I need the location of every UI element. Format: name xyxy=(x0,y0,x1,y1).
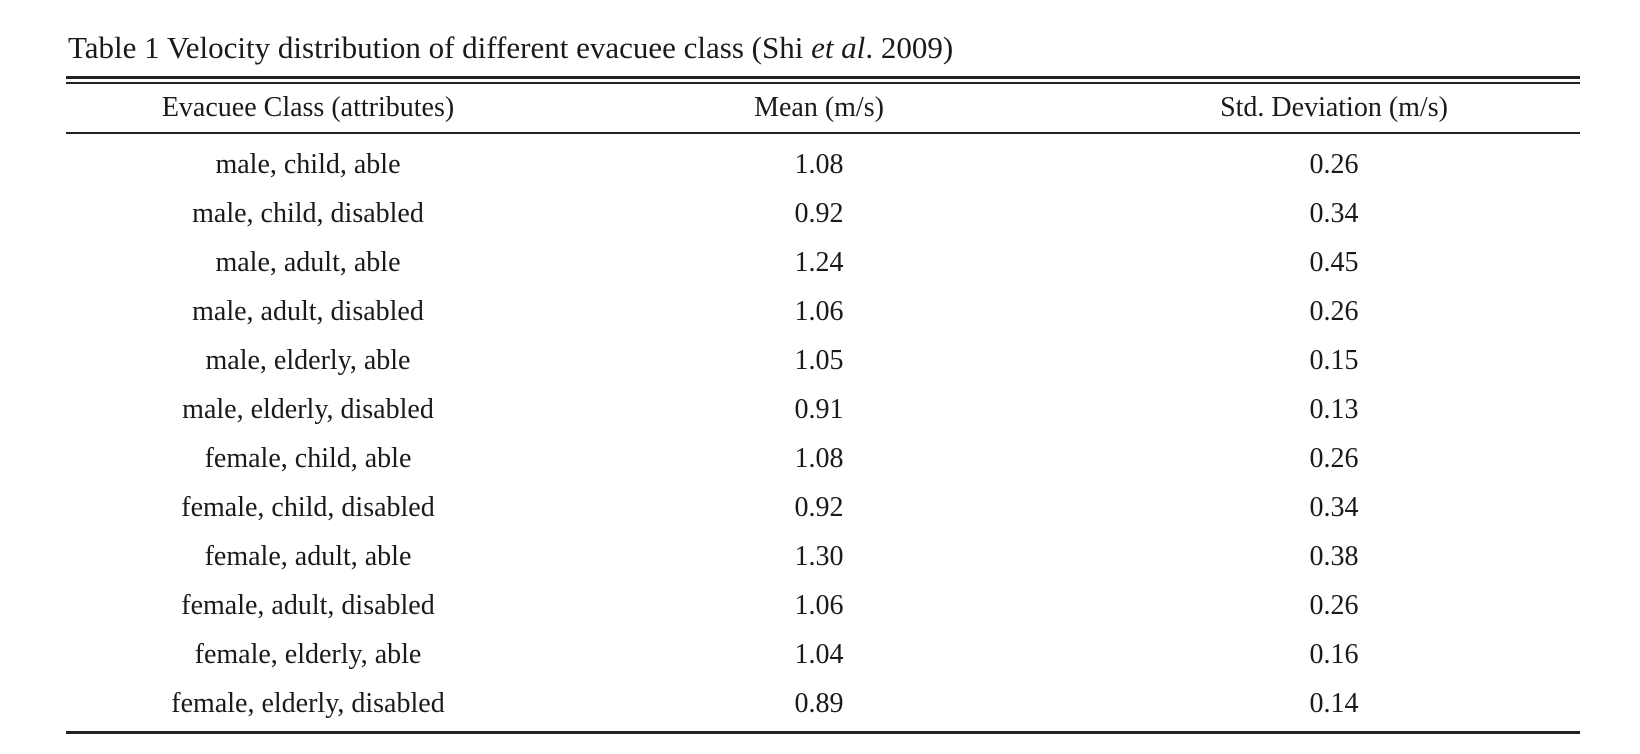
cell-evacuee-class: male, adult, able xyxy=(215,246,401,278)
cell-std-deviation: 0.16 xyxy=(1309,638,1359,670)
header-mean: Mean (m/s) xyxy=(754,92,884,123)
caption-prefix: Table 1 Velocity distribution of differe… xyxy=(68,30,812,65)
cell-std-deviation: 0.34 xyxy=(1309,491,1359,523)
cell-std-deviation: 0.13 xyxy=(1309,393,1359,425)
cell-std-deviation: 0.14 xyxy=(1309,687,1359,719)
cell-mean: 0.91 xyxy=(794,393,844,425)
table-header-rule xyxy=(66,132,1580,134)
cell-evacuee-class: male, elderly, able xyxy=(205,344,411,376)
cell-mean: 0.89 xyxy=(794,687,844,719)
cell-mean: 1.05 xyxy=(794,344,844,376)
table-row: female, elderly, able 1.04 0.16 xyxy=(66,630,1580,679)
cell-std-deviation: 0.26 xyxy=(1309,442,1359,474)
caption-suffix: . 2009) xyxy=(865,30,954,65)
table-row: female, adult, disabled 1.06 0.26 xyxy=(66,581,1580,630)
cell-evacuee-class: male, elderly, disabled xyxy=(182,393,434,425)
cell-std-deviation: 0.45 xyxy=(1309,246,1359,278)
cell-std-deviation: 0.26 xyxy=(1309,295,1359,327)
velocity-table: Evacuee Class (attributes) Mean (m/s) St… xyxy=(66,76,1580,734)
cell-evacuee-class: male, child, disabled xyxy=(192,197,424,229)
cell-mean: 1.04 xyxy=(794,638,844,670)
table-row: female, elderly, disabled 0.89 0.14 xyxy=(66,679,1580,728)
caption-italic: et al xyxy=(811,30,866,65)
cell-mean: 1.24 xyxy=(794,246,844,278)
cell-mean: 0.92 xyxy=(794,197,844,229)
cell-mean: 1.08 xyxy=(794,148,844,180)
table-bottom-rule xyxy=(66,731,1580,734)
cell-mean: 1.06 xyxy=(794,589,844,621)
table-row: male, elderly, able 1.05 0.15 xyxy=(66,336,1580,385)
cell-mean: 1.30 xyxy=(794,540,844,572)
cell-mean: 1.08 xyxy=(794,442,844,474)
cell-evacuee-class: male, adult, disabled xyxy=(192,295,424,327)
table-row: male, child, disabled 0.92 0.34 xyxy=(66,189,1580,238)
cell-std-deviation: 0.26 xyxy=(1309,148,1359,180)
table-row: male, elderly, disabled 0.91 0.13 xyxy=(66,385,1580,434)
header-std-deviation: Std. Deviation (m/s) xyxy=(1220,92,1448,123)
table-caption: Table 1 Velocity distribution of differe… xyxy=(68,28,953,68)
table-body: male, child, able 1.08 0.26 male, child,… xyxy=(66,134,1580,731)
cell-evacuee-class: female, elderly, disabled xyxy=(171,687,445,719)
cell-mean: 1.06 xyxy=(794,295,844,327)
table-row: female, child, disabled 0.92 0.34 xyxy=(66,483,1580,532)
cell-std-deviation: 0.15 xyxy=(1309,344,1359,376)
cell-evacuee-class: female, adult, able xyxy=(204,540,412,572)
table-header-row: Evacuee Class (attributes) Mean (m/s) St… xyxy=(66,84,1580,132)
table-top-rule-inner xyxy=(66,82,1580,84)
cell-std-deviation: 0.34 xyxy=(1309,197,1359,229)
table-row: male, child, able 1.08 0.26 xyxy=(66,140,1580,189)
cell-evacuee-class: female, elderly, able xyxy=(194,638,422,670)
table-row: male, adult, able 1.24 0.45 xyxy=(66,238,1580,287)
table-top-rule xyxy=(66,76,1580,79)
cell-evacuee-class: female, child, disabled xyxy=(181,491,435,523)
cell-evacuee-class: female, child, able xyxy=(204,442,412,474)
table-row: male, adult, disabled 1.06 0.26 xyxy=(66,287,1580,336)
cell-evacuee-class: female, adult, disabled xyxy=(181,589,435,621)
table-row: female, adult, able 1.30 0.38 xyxy=(66,532,1580,581)
table-row: female, child, able 1.08 0.26 xyxy=(66,434,1580,483)
cell-mean: 0.92 xyxy=(794,491,844,523)
cell-evacuee-class: male, child, able xyxy=(215,148,401,180)
header-evacuee-class: Evacuee Class (attributes) xyxy=(161,92,455,123)
cell-std-deviation: 0.38 xyxy=(1309,540,1359,572)
cell-std-deviation: 0.26 xyxy=(1309,589,1359,621)
